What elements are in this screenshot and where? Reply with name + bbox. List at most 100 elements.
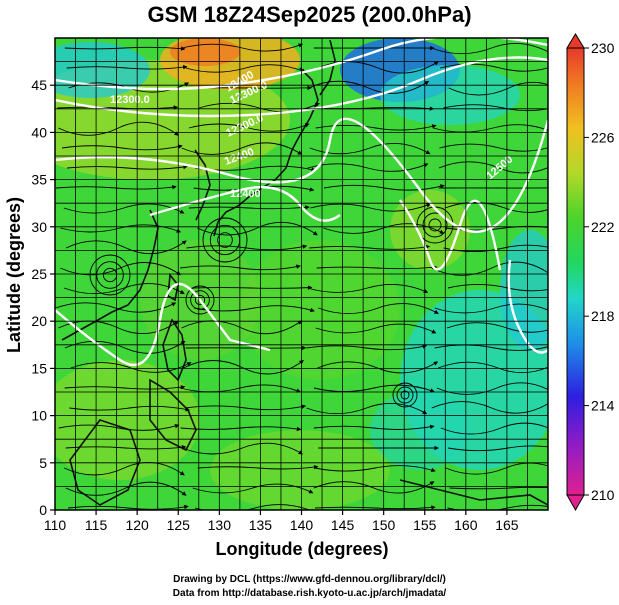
colorbar-tick-label: 210 [591, 487, 615, 503]
streamline [67, 504, 189, 510]
streamline [431, 43, 548, 55]
streamline [188, 205, 310, 210]
colorbar-tick-label: 230 [591, 40, 615, 56]
x-axis: 110 115 120 125 130 135 140 145 150 155 160 165 [44, 510, 519, 533]
field-patch [380, 65, 520, 125]
streamline [55, 184, 177, 190]
x-tick-label: 130 [208, 517, 232, 533]
streamline [197, 464, 319, 470]
streamline [448, 81, 548, 96]
x-tick-label: 125 [167, 517, 191, 533]
streamline [194, 305, 315, 313]
streamline [436, 382, 548, 395]
contour-line [149, 186, 341, 222]
y-tick-label: 0 [39, 502, 47, 518]
streamline [440, 422, 548, 435]
streamline [182, 442, 304, 455]
height-contours [55, 38, 548, 367]
streamline [315, 323, 437, 334]
streamline [57, 105, 179, 110]
streamline [307, 163, 429, 172]
streamline [324, 184, 445, 191]
contour-line [55, 38, 548, 91]
x-tick-label: 140 [290, 517, 314, 533]
streamline [314, 505, 436, 510]
credit-drawing: Drawing by DCL (https://www.gfd-dennou.o… [173, 574, 446, 585]
x-tick-label: 115 [85, 517, 108, 533]
streamline-vortex [190, 290, 210, 310]
x-tick-label: 150 [372, 517, 396, 533]
streamline [67, 164, 188, 170]
colorbar-tick-label: 222 [591, 219, 615, 235]
streamline [308, 80, 430, 94]
streamline [64, 46, 186, 51]
field-patch [55, 360, 200, 480]
y-tick-label: 35 [31, 172, 47, 188]
streamline [431, 401, 548, 414]
streamline [66, 64, 188, 70]
contour-line [399, 199, 502, 271]
streamline [188, 123, 310, 132]
streamline [316, 265, 438, 270]
x-tick-label: 110 [44, 517, 67, 533]
colorbar-tick-label: 218 [591, 308, 615, 324]
streamline [439, 143, 548, 152]
y-tick-label: 40 [31, 124, 47, 140]
streamline-vortex [428, 218, 442, 232]
contour-line [507, 259, 548, 354]
streamline [63, 283, 185, 295]
y-axis-title: Latitude (degrees) [4, 197, 24, 353]
streamline-vortex [217, 232, 233, 248]
field-patch [240, 240, 400, 380]
streamline-vortex [96, 261, 124, 289]
streamline [181, 142, 303, 155]
streamline [309, 244, 431, 250]
streamline [313, 384, 435, 393]
streamline [306, 403, 428, 415]
streamline [65, 445, 187, 450]
streamline-vortex [392, 382, 418, 408]
credit-data: Data from http://database.rish.kyoto-u.a… [172, 588, 447, 599]
colorbar: 210 214 218 222 226 230 [566, 33, 615, 512]
contour-label: 12300.0 [110, 94, 150, 106]
streamline [439, 63, 548, 72]
streamline [64, 462, 185, 476]
x-tick-label: 120 [125, 517, 149, 533]
streamline [61, 144, 183, 151]
y-tick-label: 30 [31, 219, 47, 235]
streamline [181, 320, 303, 335]
streamline-vortex [202, 217, 248, 263]
y-tick-label: 45 [31, 77, 47, 93]
streamline [65, 481, 187, 496]
lat-lon-grid [54, 37, 549, 511]
streamline [432, 124, 548, 133]
streamline-vortex [194, 294, 206, 306]
y-tick-label: 10 [31, 408, 47, 424]
contour-line [55, 117, 548, 233]
contour-line [55, 282, 271, 367]
streamline-vortex [422, 212, 448, 238]
streamline [194, 504, 316, 510]
streamline [309, 143, 431, 155]
streamline [180, 426, 302, 432]
streamline [69, 405, 191, 412]
streamline [313, 481, 435, 494]
streamline [64, 340, 186, 354]
streamline [58, 423, 180, 431]
temperature-field [55, 38, 548, 510]
streamline [447, 504, 548, 510]
streamline [314, 465, 436, 473]
y-tick-label: 15 [31, 360, 47, 376]
streamline [182, 43, 304, 52]
streamline [318, 303, 439, 314]
field-patch [210, 430, 390, 510]
x-tick-label: 165 [495, 517, 519, 533]
x-axis-title: Longitude (degrees) [215, 539, 388, 559]
streamline-vortex [185, 285, 215, 315]
streamline-vortex [396, 386, 414, 404]
borneo-coastline [69, 419, 141, 506]
map-title: GSM 18Z24Sep2025 (200.0hPa) [147, 2, 472, 27]
streamline [191, 285, 313, 290]
y-tick-label: 20 [31, 313, 47, 329]
